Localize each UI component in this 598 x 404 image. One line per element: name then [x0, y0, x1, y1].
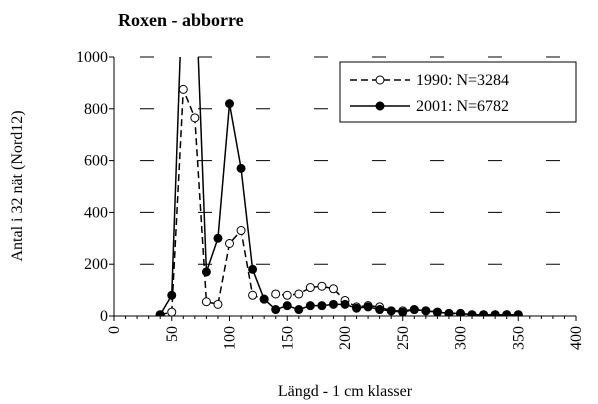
point — [225, 99, 234, 109]
point — [225, 238, 234, 248]
point — [432, 307, 442, 316]
point — [248, 264, 258, 274]
x-tick-label: 50 — [164, 326, 181, 342]
point — [421, 306, 431, 316]
point — [398, 307, 408, 316]
point — [317, 301, 327, 311]
y-tick-label: 400 — [84, 204, 108, 221]
point — [328, 299, 338, 309]
point — [259, 294, 269, 304]
x-axis-label: Längd - 1 cm klasser — [278, 383, 413, 400]
point — [467, 310, 477, 316]
point — [456, 308, 465, 316]
point — [317, 281, 327, 291]
point — [201, 297, 211, 307]
x-tick-label: 150 — [279, 326, 296, 350]
point — [236, 163, 246, 173]
point — [375, 305, 385, 315]
point — [190, 113, 200, 123]
x-tick-label: 300 — [453, 326, 470, 350]
legend-label: 2001: N=6782 — [416, 98, 509, 115]
series-line — [159, 57, 519, 316]
point — [167, 290, 177, 300]
point — [213, 233, 223, 243]
point — [178, 84, 188, 94]
point — [271, 289, 281, 299]
chart-title: Roxen - abborre — [118, 10, 244, 30]
point — [167, 307, 177, 316]
point — [271, 305, 281, 315]
legend-label: 1990: N=3284 — [416, 72, 509, 89]
series-line — [160, 89, 519, 316]
point — [305, 283, 315, 293]
point — [155, 310, 165, 316]
x-tick-label: 0 — [106, 326, 123, 334]
point — [502, 310, 512, 316]
y-tick-label: 1000 — [76, 49, 108, 66]
point — [340, 299, 350, 309]
point — [201, 267, 211, 277]
point — [294, 289, 304, 299]
point — [444, 308, 454, 316]
point — [213, 299, 223, 309]
x-tick-label: 400 — [568, 326, 585, 350]
point — [409, 305, 419, 315]
point — [305, 301, 315, 311]
point — [248, 290, 258, 300]
x-tick-label: 250 — [395, 326, 412, 350]
y-axis-label: Antal i 32 nät (Nord12) — [9, 110, 26, 261]
y-tick-label: 600 — [84, 153, 108, 170]
y-tick-label: 800 — [84, 101, 108, 118]
x-tick-label: 350 — [510, 326, 527, 350]
point — [236, 226, 246, 236]
legend-marker — [375, 75, 385, 85]
point — [363, 302, 373, 312]
x-tick-label: 200 — [337, 326, 354, 350]
point — [479, 310, 489, 316]
legend-marker — [375, 101, 385, 111]
point — [513, 310, 523, 316]
point — [328, 284, 338, 294]
x-tick-label: 100 — [222, 326, 239, 350]
point — [282, 290, 292, 300]
legend-box — [339, 61, 577, 123]
plot — [155, 57, 523, 316]
point — [282, 301, 292, 311]
point — [294, 305, 304, 315]
y-tick-label: 0 — [100, 308, 108, 325]
point — [386, 306, 396, 316]
point — [490, 310, 500, 316]
y-tick-label: 200 — [84, 256, 108, 273]
point — [352, 303, 362, 313]
